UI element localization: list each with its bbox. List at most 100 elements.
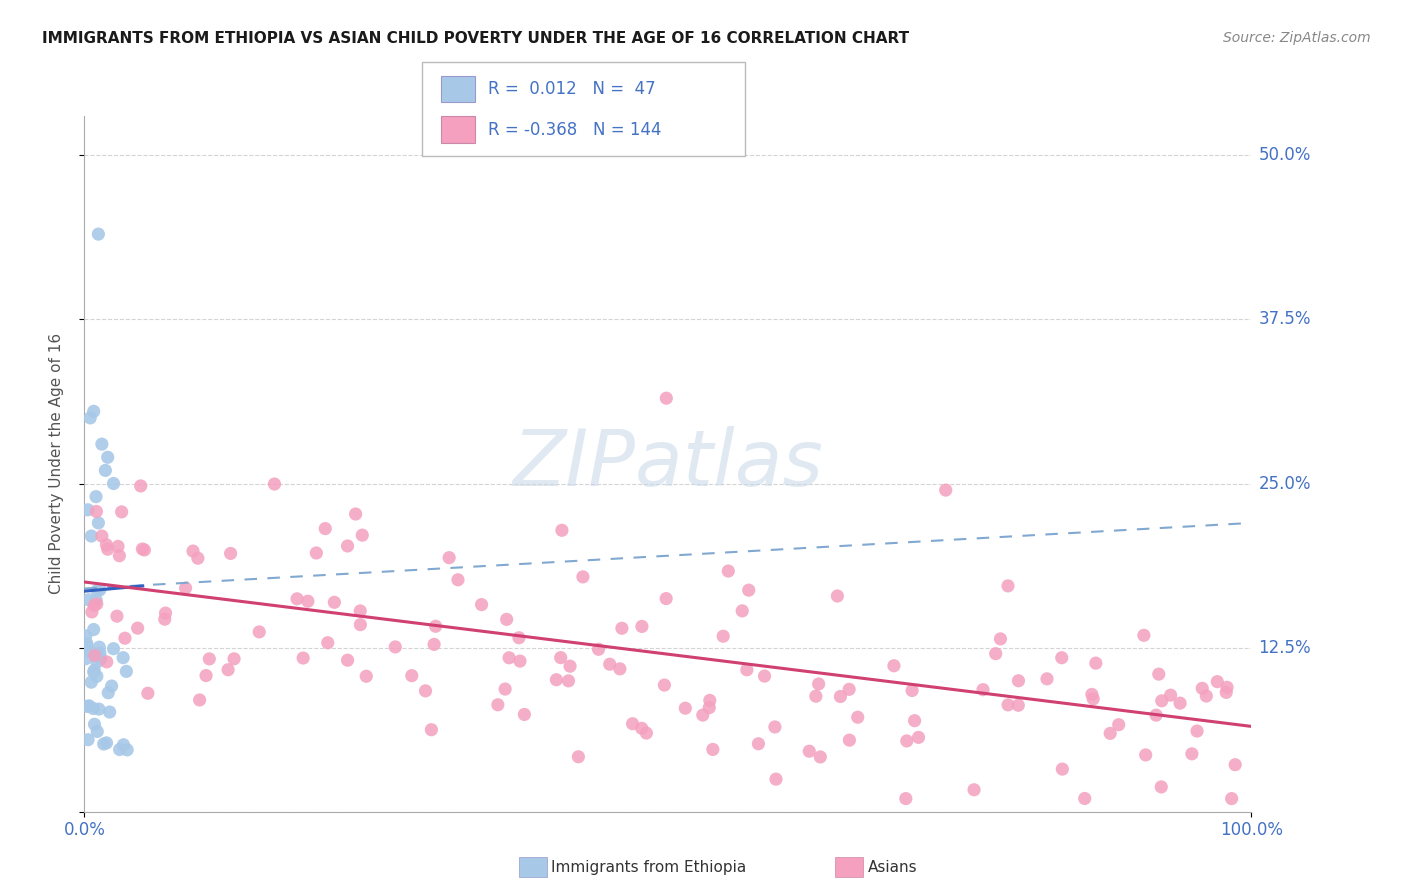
Point <box>807 677 830 691</box>
Point <box>195 668 218 682</box>
Point <box>717 564 740 578</box>
Point <box>1007 673 1029 688</box>
Point <box>747 737 769 751</box>
Point <box>838 682 860 697</box>
Point <box>90 529 112 543</box>
Point <box>1195 689 1218 703</box>
Point <box>830 690 852 704</box>
Point <box>1150 780 1173 794</box>
Point <box>1215 685 1237 699</box>
Point <box>87 227 110 241</box>
Point <box>1007 698 1029 713</box>
Point <box>103 641 125 656</box>
Point <box>86 597 108 611</box>
Point <box>83 623 105 637</box>
Point <box>89 640 111 655</box>
Point <box>1036 672 1059 686</box>
Point <box>80 605 103 619</box>
Point <box>97 542 120 557</box>
Point <box>765 772 787 786</box>
Point <box>153 612 176 626</box>
Point <box>558 659 581 673</box>
Point <box>90 437 112 451</box>
Text: Asians: Asians <box>868 860 917 874</box>
Point <box>108 742 131 756</box>
Point <box>963 782 986 797</box>
Text: R =  0.012   N =  47: R = 0.012 N = 47 <box>488 80 655 98</box>
Point <box>90 652 112 666</box>
Point <box>731 604 754 618</box>
Point <box>425 619 447 633</box>
Point <box>181 544 204 558</box>
Point <box>935 483 957 497</box>
Point <box>599 657 621 672</box>
Point <box>84 490 107 504</box>
Point <box>79 645 101 659</box>
Point <box>86 655 108 669</box>
Point <box>846 710 869 724</box>
Point <box>188 693 211 707</box>
Point <box>187 551 209 566</box>
Point <box>247 624 270 639</box>
Point <box>107 540 129 554</box>
Point <box>336 653 359 667</box>
Point <box>415 684 437 698</box>
Point <box>127 621 149 635</box>
Point <box>263 477 285 491</box>
Point <box>76 503 98 517</box>
Point <box>93 737 115 751</box>
Point <box>494 681 516 696</box>
Point <box>1220 791 1243 805</box>
Point <box>692 708 714 723</box>
Point <box>827 589 849 603</box>
Point <box>80 529 103 543</box>
Point <box>610 621 633 635</box>
Point <box>384 640 406 654</box>
Point <box>89 582 111 597</box>
Point <box>567 749 589 764</box>
Point <box>354 669 377 683</box>
Point <box>115 743 138 757</box>
Point <box>97 686 120 700</box>
Point <box>1099 726 1122 740</box>
Point <box>80 675 103 690</box>
Point <box>702 742 724 756</box>
Text: 25.0%: 25.0% <box>1258 475 1310 492</box>
Point <box>316 636 339 650</box>
Point <box>83 404 105 418</box>
Point <box>894 791 917 805</box>
Point <box>314 522 336 536</box>
Point <box>105 609 128 624</box>
Point <box>83 717 105 731</box>
Point <box>87 702 110 716</box>
Point <box>1083 691 1105 706</box>
Point <box>305 546 328 560</box>
Point <box>86 669 108 683</box>
Point <box>471 598 494 612</box>
Point <box>557 673 579 688</box>
Point <box>174 581 197 595</box>
Point <box>219 546 242 560</box>
Point <box>1108 717 1130 731</box>
Point <box>609 662 631 676</box>
Point <box>83 665 105 680</box>
Point <box>217 663 239 677</box>
Point <box>1160 688 1182 702</box>
Point <box>1181 747 1204 761</box>
Point <box>292 651 315 665</box>
Point <box>76 638 98 652</box>
Point <box>1216 680 1239 694</box>
Point <box>699 693 721 707</box>
Point <box>621 716 644 731</box>
Point <box>83 599 105 613</box>
Point <box>155 606 177 620</box>
Point <box>1050 650 1073 665</box>
Point <box>108 549 131 563</box>
Point <box>349 604 371 618</box>
Point <box>697 700 720 714</box>
Point <box>401 668 423 682</box>
Point <box>198 652 221 666</box>
Point <box>551 523 574 537</box>
Point <box>96 736 118 750</box>
Point <box>134 543 156 558</box>
